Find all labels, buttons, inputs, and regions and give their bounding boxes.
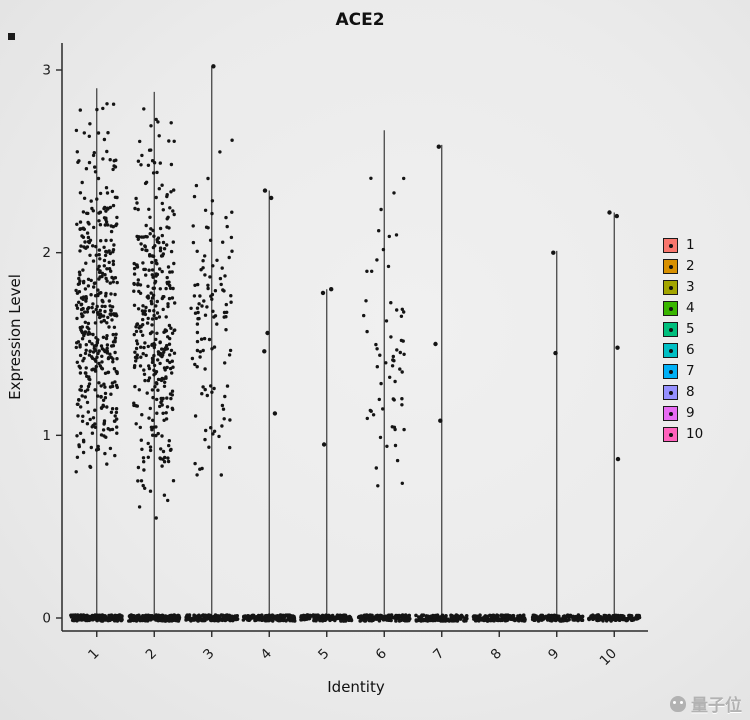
x-axis-ticks: 1 2 3 4 5 6 7 8 9 10	[85, 631, 620, 669]
legend-item: 10	[663, 427, 703, 442]
group-1-points	[69, 88, 124, 623]
legend-point-icon	[668, 285, 673, 290]
legend-item: 3	[663, 280, 703, 295]
watermark-text: 量子位	[691, 696, 742, 716]
legend-swatch	[663, 343, 678, 358]
group-8-points	[471, 613, 527, 623]
y-axis-ticks: 0 1 2 3	[42, 63, 62, 627]
legend-item: 7	[663, 364, 703, 379]
legend: 1 2 3 4 5 6 7 8 9 10	[663, 238, 703, 442]
legend-label: 3	[686, 278, 695, 295]
x-tick-label: 1	[85, 646, 102, 663]
x-tick-label: 3	[200, 646, 217, 663]
legend-item: 8	[663, 385, 703, 400]
legend-label: 5	[686, 320, 695, 337]
x-tick-label: 9	[545, 646, 562, 663]
group-2-points	[127, 91, 182, 623]
y-tick-label: 2	[42, 245, 51, 261]
x-tick-label: 8	[488, 646, 505, 663]
legend-swatch	[663, 385, 678, 400]
watermark: 量子位	[670, 691, 742, 716]
y-axis-label: Expression Level	[6, 274, 24, 400]
legend-swatch	[663, 406, 678, 421]
legend-label: 6	[686, 341, 695, 358]
y-tick-label: 3	[42, 63, 51, 79]
legend-point-icon	[668, 432, 673, 437]
legend-label: 7	[686, 362, 695, 379]
legend-point-icon	[668, 369, 673, 374]
legend-label: 8	[686, 383, 695, 400]
legend-swatch	[663, 280, 678, 295]
legend-point-icon	[668, 243, 673, 248]
group-10-points	[587, 210, 642, 623]
chart-title: ACE2	[335, 10, 385, 30]
legend-label: 9	[686, 404, 695, 421]
legend-point-icon	[668, 264, 673, 269]
legend-item: 9	[663, 406, 703, 421]
x-tick-label: 2	[143, 646, 160, 663]
legend-swatch	[663, 301, 678, 316]
legend-swatch	[663, 364, 678, 379]
x-tick-label: 6	[373, 646, 390, 663]
legend-point-icon	[668, 390, 673, 395]
stray-mark	[8, 33, 15, 40]
legend-point-icon	[668, 348, 673, 353]
legend-point-icon	[668, 306, 673, 311]
y-tick-label: 0	[42, 611, 51, 627]
legend-label: 2	[686, 257, 695, 274]
legend-swatch	[663, 238, 678, 253]
legend-item: 6	[663, 343, 703, 358]
legend-swatch	[663, 322, 678, 337]
legend-item: 5	[663, 322, 703, 337]
watermark-logo-icon	[670, 695, 686, 712]
group-5-points	[299, 287, 354, 623]
x-tick-label: 5	[315, 646, 332, 663]
x-axis-label: Identity	[327, 678, 385, 696]
group-9-points	[530, 250, 585, 623]
legend-label: 4	[686, 299, 695, 316]
legend-label: 10	[686, 425, 704, 442]
legend-item: 4	[663, 301, 703, 316]
legend-point-icon	[668, 327, 673, 332]
legend-point-icon	[668, 411, 673, 416]
legend-item: 2	[663, 259, 703, 274]
legend-label: 1	[686, 236, 695, 253]
legend-item: 1	[663, 238, 703, 253]
axes	[61, 43, 648, 632]
legend-swatch	[663, 427, 678, 442]
x-tick-label: 10	[597, 646, 620, 669]
y-tick-label: 1	[42, 428, 51, 444]
group-4-points	[241, 188, 297, 623]
legend-swatch	[663, 259, 678, 274]
group-7-points	[414, 144, 469, 623]
x-tick-label: 7	[430, 646, 447, 663]
group-6-points	[356, 130, 412, 623]
group-3-points	[184, 64, 240, 623]
x-tick-label: 4	[258, 646, 275, 663]
